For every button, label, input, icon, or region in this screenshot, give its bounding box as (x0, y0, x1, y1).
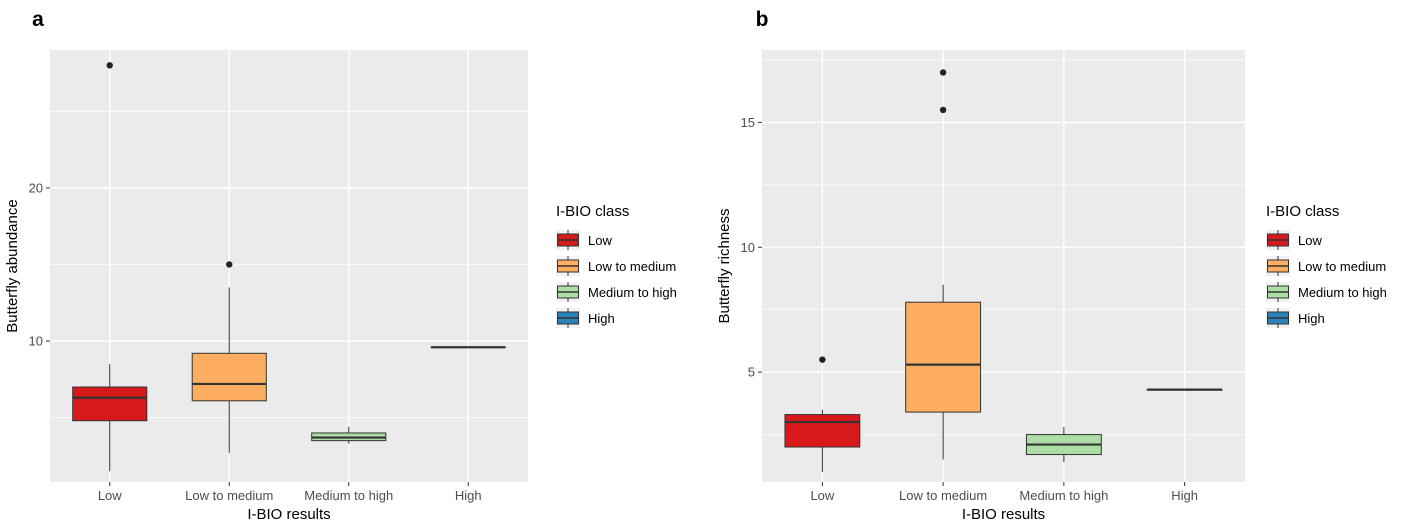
iqr-box (905, 301, 982, 413)
y-tick-label: 10 (29, 334, 43, 349)
legend-entry-medium-to-high: Medium to high (556, 282, 677, 302)
y-tick-label: 10 (741, 240, 755, 255)
legend-label: Low to medium (1298, 259, 1386, 274)
outlier-point (819, 356, 826, 363)
legend-entry-high: High (1266, 308, 1325, 328)
legend-label: Low (588, 233, 612, 248)
x-tick-label-low: Low (98, 488, 122, 503)
outlier-point (939, 106, 947, 114)
box-medium-to-high (1025, 427, 1102, 463)
x-tick-label-low-to-medium: Low to medium (899, 488, 987, 503)
legend-label: High (588, 311, 615, 326)
box-low (72, 62, 148, 472)
panel-letter: a (32, 8, 44, 31)
y-tick-label: 5 (748, 365, 755, 380)
box-low-to-medium (191, 261, 267, 453)
y-tick-label: 15 (741, 115, 755, 130)
outlier-point (226, 261, 233, 268)
x-tick-label-medium-to-high: Medium to high (1019, 488, 1108, 503)
legend-entry-low: Low (1266, 230, 1322, 250)
legend-entry-medium-to-high: Medium to high (1266, 282, 1387, 302)
iqr-box (784, 414, 861, 448)
legend-title: I-BIO class (1266, 203, 1339, 220)
legend-label: Low to medium (588, 259, 676, 274)
legend-label: Medium to high (588, 285, 677, 300)
legend-entry-high: High (556, 308, 615, 328)
y-axis-title: Butterfly richness (716, 208, 733, 323)
outlier-point (939, 69, 947, 76)
y-tick-label: 20 (29, 180, 43, 195)
iqr-box (72, 386, 148, 422)
x-tick-label-medium-to-high: Medium to high (304, 488, 393, 503)
legend: I-BIO class Low Low to medium Medium to hig… (556, 203, 677, 328)
x-tick-label-low: Low (810, 488, 834, 503)
legend-label: Low (1298, 233, 1322, 248)
x-tick-label-low-to-medium: Low to medium (185, 488, 273, 503)
legend: I-BIO class Low Low to medium Medium to hig… (1266, 203, 1387, 328)
box-high (1146, 388, 1223, 391)
panel-b: b 5 10 15 Low Low to medium Medium to high High… (716, 8, 1387, 522)
legend-label: High (1298, 311, 1325, 326)
iqr-box (191, 352, 267, 402)
legend-title: I-BIO class (556, 203, 629, 220)
x-axis-title: I-BIO results (962, 506, 1045, 522)
x-axis-title: I-BIO results (247, 506, 330, 522)
legend-entry-low-to-medium: Low to medium (1266, 256, 1386, 276)
outlier-point (106, 62, 113, 69)
box-low-to-medium (905, 69, 982, 460)
y-axis-title: Butterfly abundance (4, 199, 21, 332)
x-tick-label-high: High (455, 488, 482, 503)
box-high (430, 346, 506, 349)
legend-label: Medium to high (1298, 285, 1387, 300)
panel-letter: b (756, 8, 769, 31)
legend-entry-low: Low (556, 230, 612, 250)
legend-entry-low-to-medium: Low to medium (556, 256, 676, 276)
box-low (784, 356, 861, 473)
box-medium-to-high (311, 426, 387, 444)
x-tick-label-high: High (1171, 488, 1198, 503)
